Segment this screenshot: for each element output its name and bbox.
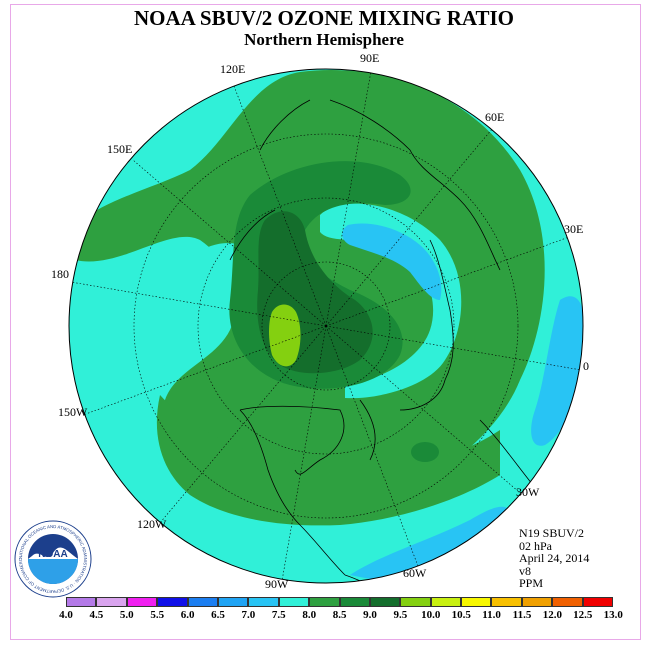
colorbar-tick-label: 11.5 [512,609,532,621]
lon-label-120e: 120E [220,62,246,76]
graticule [70,70,582,582]
colorbar-swatch [339,597,370,607]
field-7-0-east [342,223,442,300]
colorbar-tick-label: 4.5 [89,609,104,621]
colorbar-swatch [400,597,431,607]
field-7-0-bottom [350,506,515,583]
colorbar-tick-label: 10.0 [421,609,441,621]
colorbar-swatch [582,597,614,607]
field-8-0-arc [156,395,501,526]
colorbar-swatch [248,597,279,607]
info-instrument: N19 SBUV/2 [519,526,585,540]
figure-frame [10,4,641,640]
coastlines [229,99,546,583]
info-units: PPM [519,576,544,590]
lon-label-30w: 30W [516,485,540,499]
colorbar-swatch [217,597,249,607]
page-title: NOAA SBUV/2 OZONE MIXING RATIO [134,6,514,30]
colorbar-tick-label: 4.0 [59,609,73,621]
colorbar-swatch [521,597,553,607]
field-9-5-patch [269,304,301,367]
colorbar-swatch [552,597,583,607]
colorbar-tick-label: 9.5 [393,609,408,621]
colorbar-tick-label: 12.5 [573,609,593,621]
colorbar-swatch [157,597,188,607]
lon-label-0: 0 [583,359,589,373]
colorbar-swatch [461,597,492,607]
colorbar-ticks: 4.0 4.5 5.0 5.5 6.0 6.5 7.0 7.5 8.0 8.5 9.0 9.5 10.0… [0,609,648,623]
lon-label-90w: 90W [265,577,289,591]
lon-label-150e: 150E [107,142,133,156]
colorbar-tick-label: 7.5 [271,609,286,621]
colorbar-tick-label: 5.0 [119,609,134,621]
map-boundary [68,68,584,584]
field-8-5-spot [411,442,439,462]
colorbar-swatch [187,597,218,607]
field-7-5-west [156,243,255,370]
lon-label-180: 180 [51,267,69,281]
colorbar-tick-label: 7.0 [241,609,256,621]
colorbar-swatch [96,597,127,607]
lon-label-90e: 90E [360,51,380,65]
colorbar-tick-label: 13.0 [603,609,623,621]
colorbar-tick-label: 8.5 [332,609,347,621]
colorbar-swatch [491,597,522,607]
colorbar [66,597,614,607]
colorbar-tick-label: 9.0 [363,609,377,621]
page-subtitle: Northern Hemisphere [244,30,404,49]
colorbar-tick-label: 12.0 [542,609,563,621]
colorbar-tick-label: 8.0 [302,609,317,621]
info-block: N19 SBUV/2 02 hPa April 24, 2014 v8 PPM [519,527,589,590]
info-date: April 24, 2014 [519,551,590,565]
noaa-logo-icon: NOAA NATIONAL OCEANIC AND ATMOSPHERIC AD… [14,520,92,598]
colorbar-swatch [430,597,462,607]
colorbar-tick-label: 6.0 [180,609,195,621]
lon-label-150w: 150W [58,405,88,419]
lon-label-120w: 120W [137,517,167,531]
info-level: 02 hPa [519,538,552,553]
colorbar-swatch [278,597,310,607]
info-version: v8 [519,563,531,578]
colorbar-tick-label: 5.5 [150,609,165,621]
colorbar-swatch [126,597,158,607]
colorbar-swatch [66,597,97,607]
colorbar-swatch [309,597,340,607]
colorbar-swatch [369,597,401,607]
logo-text: NOAA [38,549,67,560]
colorbar-tick-label: 6.5 [211,609,225,621]
colorbar-tick-label: 11.0 [482,609,501,621]
lon-label-30e: 30E [564,222,584,236]
lon-label-60e: 60E [485,110,505,124]
colorbar-tick-label: 10.5 [451,609,471,621]
lon-label-60w: 60W [403,566,427,580]
